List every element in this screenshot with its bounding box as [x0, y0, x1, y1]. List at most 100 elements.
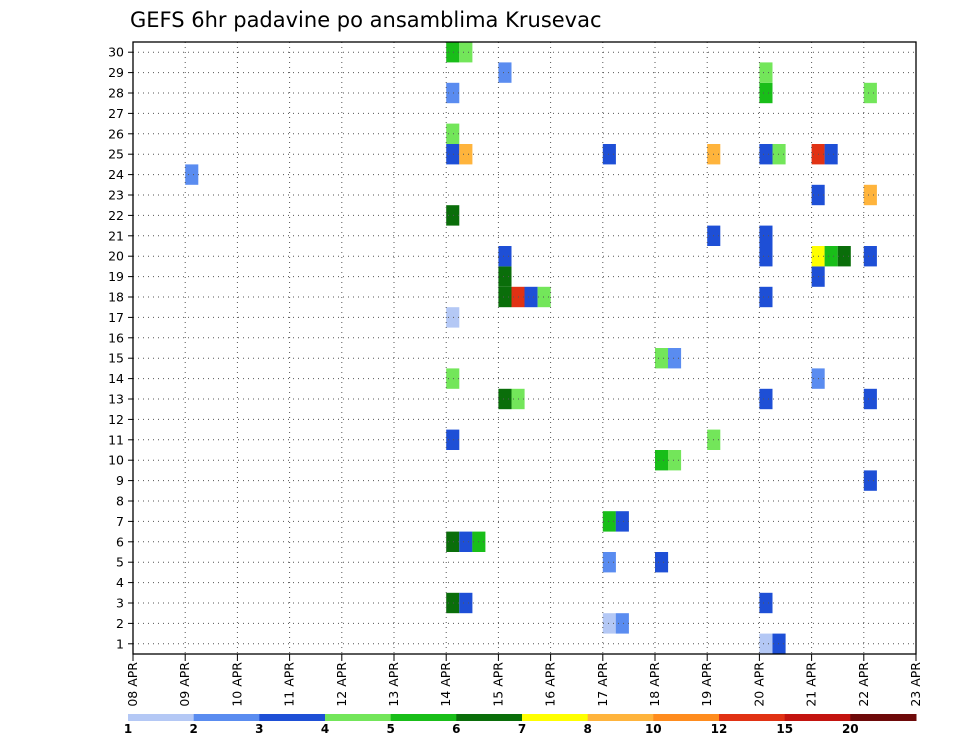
y-tick-label: 30 [108, 45, 124, 60]
cell-member-15-25 [655, 348, 669, 369]
y-tick-label: 7 [116, 514, 124, 529]
x-tick-label: 11 APR [282, 662, 297, 707]
colorbar-segment [390, 714, 457, 721]
x-tick-label: 14 APR [438, 662, 453, 707]
y-tick-label: 13 [108, 392, 124, 407]
colorbar-segment [259, 714, 326, 721]
colorbar-label: 7 [518, 722, 526, 736]
y-tick-label: 17 [108, 310, 124, 325]
x-tick-label: 15 APR [490, 662, 505, 707]
y-tick-label: 22 [108, 208, 124, 223]
colorbar-label: 12 [711, 722, 728, 736]
cell-member-13-22 [863, 388, 877, 410]
cell-member-15-26 [668, 348, 682, 369]
cell-member-5-7 [602, 552, 616, 573]
x-tick-label: 21 APR [804, 662, 819, 707]
y-tick-label: 21 [108, 228, 124, 243]
cell-member-25-47 [446, 144, 460, 165]
colorbar-segment [522, 714, 589, 721]
cell-member-3-4 [446, 592, 460, 614]
cell-member-28-57 [759, 82, 773, 104]
y-tick-label: 3 [116, 596, 124, 611]
cell-member-29-59 [498, 62, 512, 83]
colorbar-label: 15 [776, 722, 793, 736]
cell-member-28-58 [863, 82, 877, 104]
cell-member-25-48 [459, 144, 473, 165]
colorbar-segment [587, 714, 654, 721]
y-tick-label: 4 [116, 575, 124, 590]
cell-member-19-33 [498, 266, 512, 287]
y-tick-label: 9 [116, 473, 124, 488]
y-tick-label: 18 [108, 290, 124, 305]
x-tick-label: 12 APR [334, 662, 349, 707]
colorbar-segment [128, 714, 195, 721]
cell-member-29-60 [759, 62, 773, 83]
cell-member-17-27 [446, 307, 460, 328]
plot-frame [132, 41, 917, 655]
cell-member-28-56 [446, 82, 460, 104]
cell-member-18-30 [524, 286, 538, 308]
cell-member-30-62 [459, 42, 473, 63]
cell-member-3-5 [459, 592, 473, 614]
cell-member-1-0 [759, 633, 773, 654]
cell-member-14-23 [446, 368, 460, 389]
x-axis: 08 APR 09 APR 10 APR 11 APR 12 APR 13 APR 14 A… [125, 654, 923, 707]
cell-member-18-28 [498, 286, 512, 308]
x-tick-label: 13 APR [386, 662, 401, 707]
cell-member-26-55 [446, 123, 460, 144]
cell-member-6-10 [459, 531, 473, 552]
x-tick-label: 19 APR [699, 662, 714, 707]
cell-member-13-19 [498, 388, 512, 410]
y-tick-label: 1 [116, 636, 124, 651]
y-tick-label: 10 [108, 453, 124, 468]
colorbar-label: 5 [387, 722, 395, 736]
cell-member-20-39 [837, 246, 851, 267]
y-tick-label: 5 [116, 555, 124, 570]
x-tick-label: 16 APR [543, 662, 558, 707]
y-tick-label: 15 [108, 351, 124, 366]
colorbar-segment [784, 714, 851, 721]
x-tick-label: 23 APR [908, 662, 923, 707]
grid-lines [133, 42, 916, 654]
y-tick-label: 20 [108, 249, 124, 264]
cell-member-7-12 [602, 511, 616, 532]
cell-member-25-54 [824, 144, 838, 165]
y-tick-label: 12 [108, 412, 124, 427]
colorbar: 1 2 3 4 5 6 7 8 10 12 15 20 [124, 714, 917, 736]
colorbar-segment [193, 714, 260, 721]
y-tick-label: 16 [108, 330, 124, 345]
x-tick-label: 08 APR [125, 662, 140, 707]
x-tick-label: 10 APR [229, 662, 244, 707]
cell-member-3-6 [759, 592, 773, 614]
cell-member-21-42 [759, 225, 773, 246]
x-tick-label: 18 APR [647, 662, 662, 707]
cell-member-9-14 [863, 470, 877, 491]
cell-member-30-61 [446, 42, 460, 63]
cell-member-25-51 [759, 144, 773, 165]
cell-member-5-8 [655, 552, 669, 573]
y-tick-label: 2 [116, 616, 124, 631]
y-tick-label: 28 [108, 86, 124, 101]
cell-member-25-52 [772, 144, 786, 165]
chart-title: GEFS 6hr padavine po ansamblima Krusevac [130, 8, 602, 32]
y-tick-label: 19 [108, 269, 124, 284]
cell-member-23-45 [863, 184, 877, 206]
cell-member-10-15 [655, 450, 669, 471]
cell-member-2-2 [602, 613, 616, 634]
x-tick-label: 17 APR [595, 662, 610, 707]
colorbar-label: 1 [124, 722, 132, 736]
cell-member-7-13 [615, 511, 629, 532]
y-tick-label: 6 [116, 534, 124, 549]
y-tick-label: 24 [108, 167, 124, 182]
cell-member-20-36 [759, 246, 773, 267]
colorbar-label: 2 [190, 722, 198, 736]
y-tick-label: 23 [108, 188, 124, 203]
colorbar-segment [653, 714, 720, 721]
x-tick-label: 20 APR [751, 662, 766, 707]
colorbar-label: 20 [842, 722, 859, 736]
cell-member-6-9 [446, 531, 460, 552]
x-tick-label: 09 APR [177, 662, 192, 707]
x-tick-label: 22 APR [856, 662, 871, 707]
y-tick-label: 29 [108, 65, 124, 80]
